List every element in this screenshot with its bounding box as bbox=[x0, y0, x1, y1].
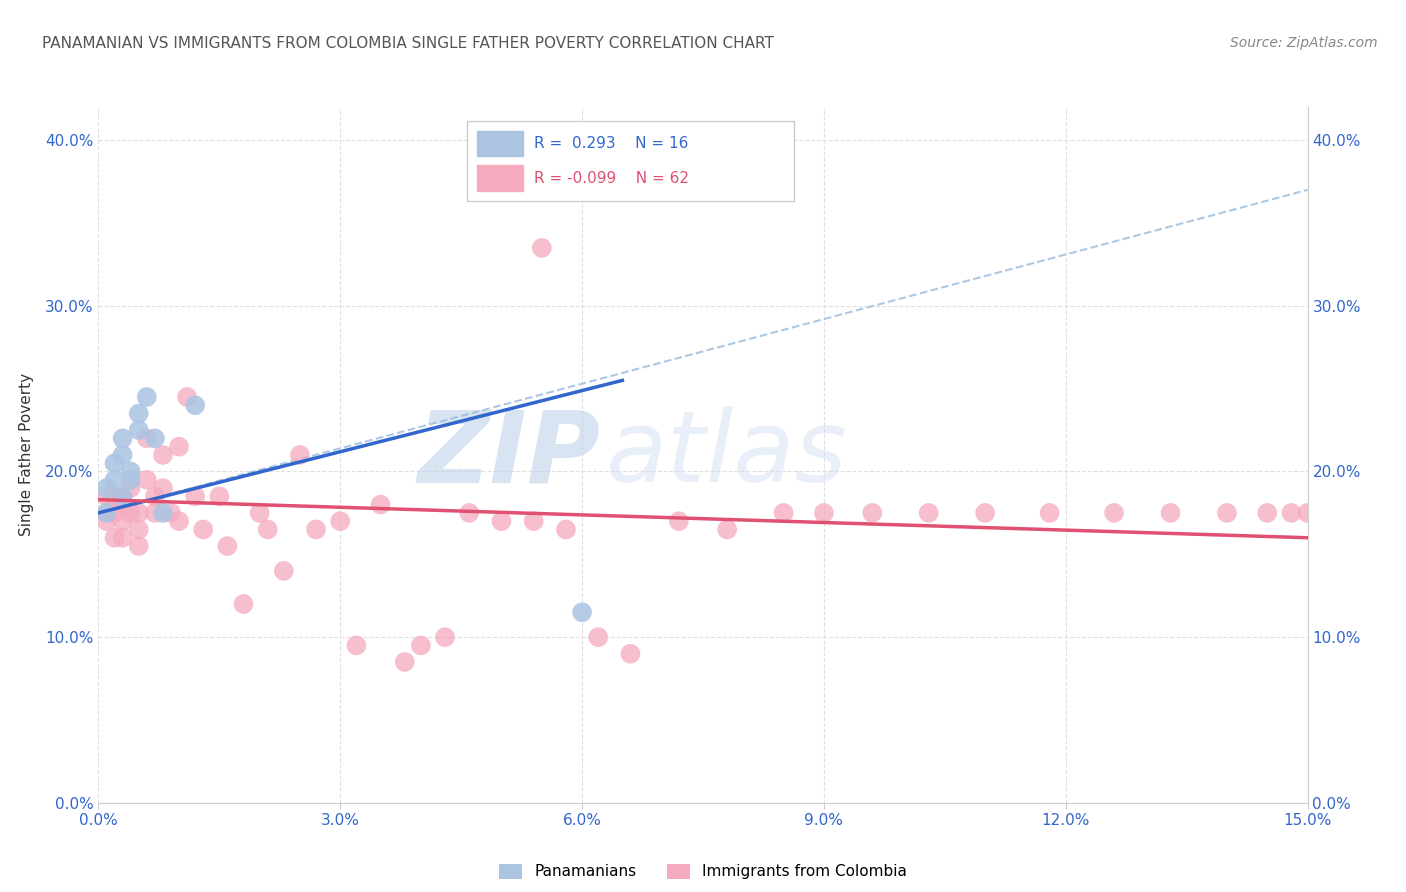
Text: R =  0.293    N = 16: R = 0.293 N = 16 bbox=[534, 136, 688, 151]
Text: Source: ZipAtlas.com: Source: ZipAtlas.com bbox=[1230, 36, 1378, 50]
Point bbox=[128, 407, 150, 421]
Point bbox=[160, 506, 183, 520]
Point bbox=[135, 473, 157, 487]
Point bbox=[120, 465, 142, 479]
Point bbox=[772, 506, 794, 520]
Point bbox=[344, 639, 367, 653]
Point bbox=[716, 523, 738, 537]
Point bbox=[143, 489, 166, 503]
Point bbox=[135, 390, 157, 404]
Point bbox=[128, 506, 150, 520]
Point bbox=[120, 473, 142, 487]
Point bbox=[135, 431, 157, 445]
Text: R = -0.099    N = 62: R = -0.099 N = 62 bbox=[534, 170, 689, 186]
Point bbox=[128, 539, 150, 553]
Point bbox=[120, 481, 142, 495]
Point bbox=[232, 597, 254, 611]
FancyBboxPatch shape bbox=[477, 166, 523, 191]
FancyBboxPatch shape bbox=[467, 121, 793, 201]
Point bbox=[184, 489, 207, 503]
Point bbox=[111, 514, 134, 528]
Point bbox=[813, 506, 835, 520]
Point bbox=[167, 514, 190, 528]
Text: PANAMANIAN VS IMMIGRANTS FROM COLOMBIA SINGLE FATHER POVERTY CORRELATION CHART: PANAMANIAN VS IMMIGRANTS FROM COLOMBIA S… bbox=[42, 36, 775, 51]
Point bbox=[111, 448, 134, 462]
Point bbox=[1039, 506, 1062, 520]
Point bbox=[111, 489, 134, 503]
Point bbox=[974, 506, 997, 520]
Point bbox=[208, 489, 231, 503]
Point bbox=[96, 514, 118, 528]
Point bbox=[167, 440, 190, 454]
Point bbox=[128, 523, 150, 537]
Point bbox=[458, 506, 481, 520]
Point bbox=[111, 489, 134, 503]
Point bbox=[103, 456, 125, 470]
Point bbox=[491, 514, 513, 528]
Point bbox=[111, 431, 134, 445]
Point bbox=[143, 506, 166, 520]
Point bbox=[111, 498, 134, 512]
Point bbox=[111, 531, 134, 545]
Point bbox=[668, 514, 690, 528]
Point bbox=[305, 523, 328, 537]
Point bbox=[96, 489, 118, 503]
Text: atlas: atlas bbox=[606, 407, 848, 503]
Point bbox=[96, 481, 118, 495]
Point bbox=[1281, 506, 1303, 520]
Point bbox=[860, 506, 883, 520]
Point bbox=[530, 241, 553, 255]
Point bbox=[523, 514, 546, 528]
Point bbox=[120, 506, 142, 520]
Point bbox=[1256, 506, 1278, 520]
Text: ZIP: ZIP bbox=[418, 407, 600, 503]
Y-axis label: Single Father Poverty: Single Father Poverty bbox=[18, 374, 34, 536]
Point bbox=[152, 448, 174, 462]
FancyBboxPatch shape bbox=[477, 131, 523, 156]
Point bbox=[249, 506, 271, 520]
Legend: Panamanians, Immigrants from Colombia: Panamanians, Immigrants from Colombia bbox=[494, 857, 912, 886]
Point bbox=[288, 448, 311, 462]
Point bbox=[103, 506, 125, 520]
Point bbox=[152, 506, 174, 520]
Point bbox=[96, 506, 118, 520]
Point bbox=[918, 506, 941, 520]
Point bbox=[1296, 506, 1319, 520]
Point bbox=[555, 523, 578, 537]
Point bbox=[256, 523, 278, 537]
Point bbox=[193, 523, 215, 537]
Point bbox=[586, 630, 609, 644]
Point bbox=[96, 506, 118, 520]
Point bbox=[409, 639, 432, 653]
Point bbox=[128, 423, 150, 437]
Point bbox=[1160, 506, 1182, 520]
Point bbox=[176, 390, 198, 404]
Point bbox=[394, 655, 416, 669]
Point bbox=[571, 605, 593, 619]
Point bbox=[1102, 506, 1125, 520]
Point bbox=[103, 473, 125, 487]
Point bbox=[103, 489, 125, 503]
Point bbox=[273, 564, 295, 578]
Point bbox=[619, 647, 641, 661]
Point bbox=[217, 539, 239, 553]
Point bbox=[184, 398, 207, 412]
Point bbox=[370, 498, 392, 512]
Point bbox=[152, 481, 174, 495]
Point bbox=[1216, 506, 1239, 520]
Point bbox=[434, 630, 457, 644]
Point bbox=[329, 514, 352, 528]
Point bbox=[103, 531, 125, 545]
Point bbox=[143, 431, 166, 445]
